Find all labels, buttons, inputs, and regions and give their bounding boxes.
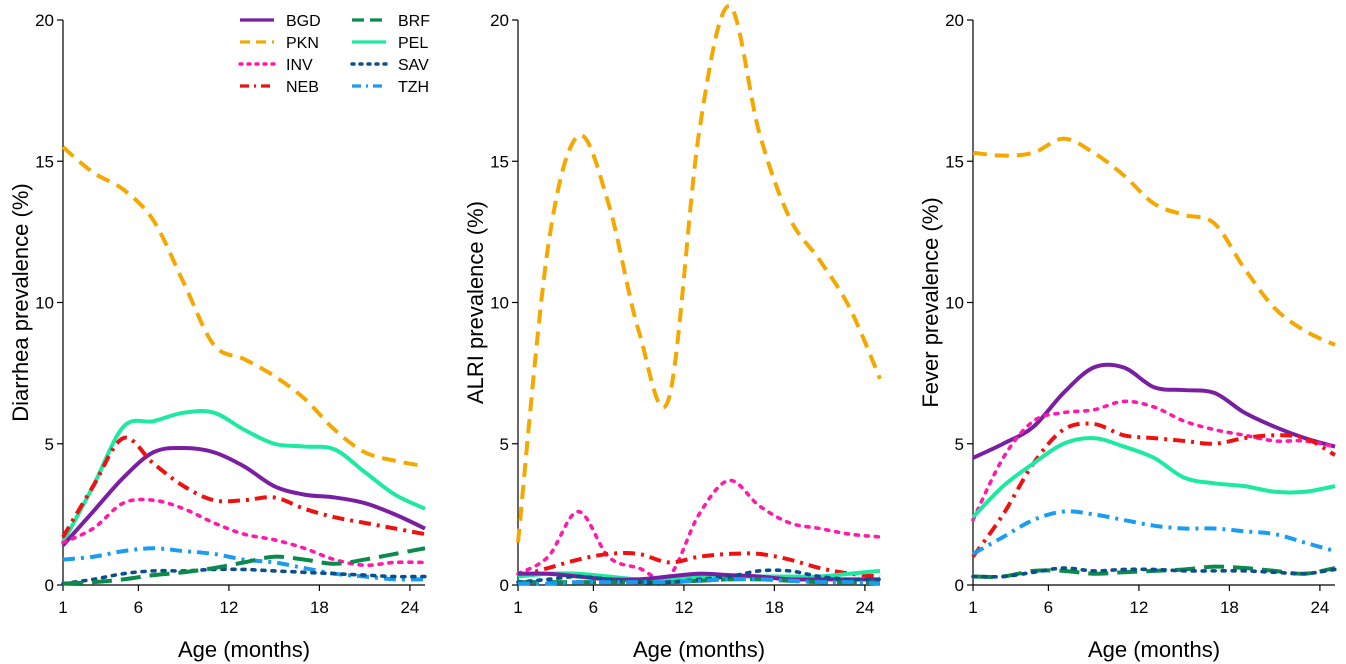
- y-axis-title: Diarrhea prevalence (%): [8, 183, 33, 421]
- series-line-brf: [62, 546, 426, 586]
- y-tick-label: 0: [45, 576, 54, 595]
- x-axis-title: Age (months): [633, 637, 765, 662]
- series-line-tzh: [517, 577, 881, 586]
- x-tick-label: 18: [765, 598, 784, 617]
- y-tick-label: 10: [490, 294, 509, 313]
- x-tick-label: 18: [310, 598, 329, 617]
- x-tick-label: 24: [400, 598, 419, 617]
- x-tick-label: 12: [674, 598, 693, 617]
- series-line-pkn: [516, 3, 882, 543]
- series-line-pkn: [61, 145, 426, 469]
- y-tick-label: 5: [500, 435, 509, 454]
- y-tick-label: 10: [35, 294, 54, 313]
- y-tick-label: 20: [945, 11, 964, 30]
- legend-label-pkn: PKN: [286, 35, 319, 52]
- series-line-pel: [971, 436, 1336, 519]
- y-tick-label: 15: [945, 152, 964, 171]
- x-tick-label: 24: [1310, 598, 1329, 617]
- x-tick-label: 12: [1129, 598, 1148, 617]
- y-tick-label: 5: [45, 435, 54, 454]
- x-tick-label: 6: [1044, 598, 1053, 617]
- x-tick-label: 1: [58, 598, 67, 617]
- series-line-inv: [516, 478, 882, 582]
- series-line-sav: [61, 567, 427, 586]
- legend-label-brf: BRF: [398, 13, 430, 30]
- y-tick-label: 0: [500, 576, 509, 595]
- y-tick-label: 20: [490, 11, 509, 30]
- y-tick-label: 10: [945, 294, 964, 313]
- series-line-pel: [61, 409, 426, 544]
- series-line-neb: [517, 551, 881, 579]
- y-tick-label: 5: [955, 435, 964, 454]
- legend-label-pel: PEL: [398, 35, 428, 52]
- x-tick-label: 6: [589, 598, 598, 617]
- series-line-neb: [971, 421, 1337, 558]
- y-axis-title: ALRI prevalence (%): [463, 201, 488, 404]
- x-tick-label: 12: [219, 598, 238, 617]
- legend-label-sav: SAV: [398, 57, 429, 74]
- y-axis-title: Fever prevalence (%): [918, 197, 943, 407]
- legend-label-inv: INV: [286, 57, 313, 74]
- series-line-pkn: [972, 136, 1336, 347]
- x-axis-title: Age (months): [1088, 637, 1220, 662]
- legend-label-bgd: BGD: [286, 13, 321, 30]
- y-tick-label: 15: [35, 152, 54, 171]
- series-line-neb: [61, 435, 426, 539]
- x-tick-label: 24: [855, 598, 874, 617]
- x-axis-title: Age (months): [178, 637, 310, 662]
- y-tick-label: 0: [955, 576, 964, 595]
- legend: BGD PKN INV NEB BRF PEL SAV TZH: [238, 13, 430, 96]
- y-tick-label: 15: [490, 152, 509, 171]
- legend-label-neb: NEB: [286, 79, 319, 96]
- series-line-tzh: [972, 509, 1336, 556]
- series-line-bgd: [61, 445, 426, 547]
- x-tick-label: 6: [134, 598, 143, 617]
- legend-label-tzh: TZH: [398, 79, 429, 96]
- series-line-bgd: [972, 362, 1336, 460]
- x-tick-label: 18: [1220, 598, 1239, 617]
- series-line-inv: [61, 497, 427, 568]
- series-line-sav: [971, 566, 1337, 579]
- y-tick-label: 20: [35, 11, 54, 30]
- x-tick-label: 1: [968, 598, 977, 617]
- x-tick-label: 1: [513, 598, 522, 617]
- series-line-inv: [971, 399, 1337, 522]
